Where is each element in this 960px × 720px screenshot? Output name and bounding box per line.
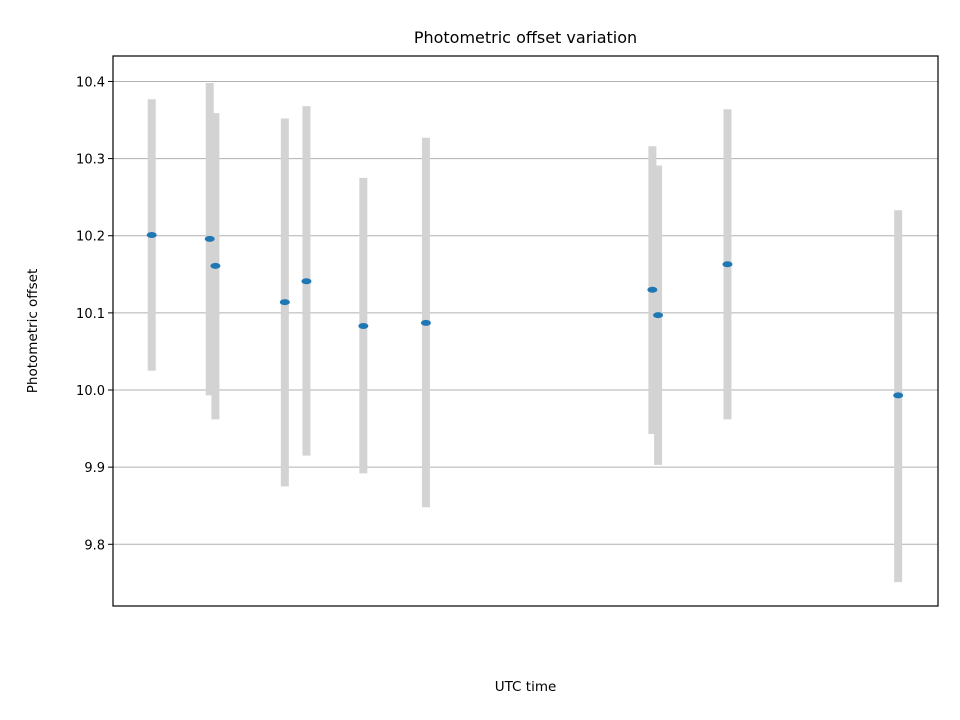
grid [113, 80, 938, 545]
data-point [210, 262, 221, 269]
chart-title: Photometric offset variation [414, 28, 637, 47]
data-point [301, 278, 312, 285]
data-point [722, 261, 733, 268]
y-axis-label: Photometric offset [25, 269, 41, 393]
data-point [420, 319, 431, 326]
data-points [146, 231, 904, 399]
y-tick-label: 10.3 [76, 153, 105, 168]
y-tick-label: 9.8 [84, 538, 105, 553]
data-point [647, 286, 658, 293]
data-point [204, 235, 215, 242]
plot-area-background [113, 56, 938, 606]
data-point [358, 322, 369, 329]
data-point [653, 312, 664, 319]
data-point [146, 231, 157, 238]
data-point [893, 392, 904, 399]
y-tick-label: 10.1 [76, 307, 105, 322]
plot-frame [112, 55, 939, 607]
y-tick-label: 10.4 [76, 75, 105, 90]
y-tick-label: 10.0 [76, 384, 105, 399]
data-point [279, 299, 290, 306]
y-tick-label: 9.9 [84, 461, 105, 476]
x-axis-label: UTC time [495, 679, 557, 695]
y-axis-ticks: 9.8 9.9 10.0 10.1 10.2 10.3 10.4 [76, 75, 113, 553]
y-tick-label: 10.2 [76, 230, 105, 245]
